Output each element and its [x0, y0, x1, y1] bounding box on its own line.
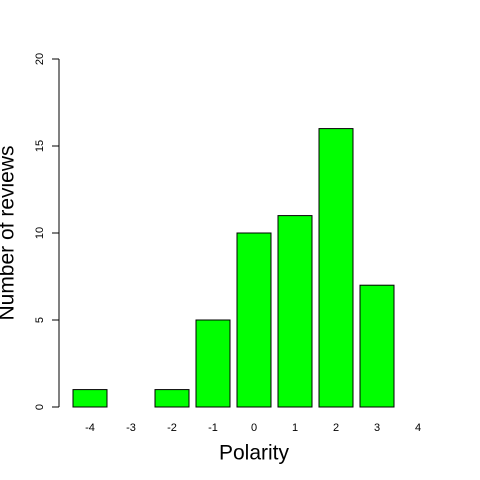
- x-tick-label: -3: [126, 422, 136, 434]
- x-tick-label: 2: [333, 422, 339, 434]
- x-tick-label: 1: [292, 422, 298, 434]
- y-tick-label: 5: [34, 317, 46, 323]
- bar: [195, 319, 231, 408]
- x-tick-label: -1: [208, 422, 218, 434]
- bar: [236, 232, 272, 408]
- y-tick-label: 20: [34, 53, 46, 65]
- y-tick-label: 10: [34, 227, 46, 239]
- bar: [154, 389, 190, 408]
- x-tick-label: 4: [415, 422, 421, 434]
- x-tick-label: 3: [374, 422, 380, 434]
- bar: [72, 389, 108, 408]
- y-tick-label: 15: [34, 140, 46, 152]
- x-tick-label: -4: [85, 422, 95, 434]
- bar: [359, 284, 395, 408]
- x-tick-label: -2: [167, 422, 177, 434]
- y-tick-label: 0: [34, 404, 46, 410]
- bar: [277, 215, 313, 408]
- y-axis-title: Number of reviews: [0, 145, 19, 320]
- x-tick-label: 0: [251, 422, 257, 434]
- bar: [318, 128, 354, 408]
- x-axis-title: Polarity: [219, 442, 290, 465]
